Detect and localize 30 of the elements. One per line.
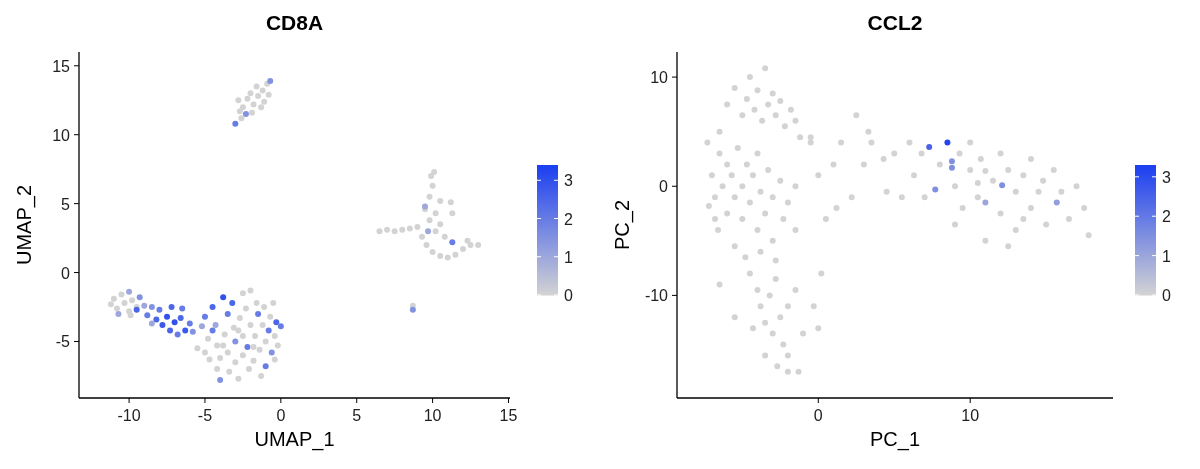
color-bar-label: 3 bbox=[1162, 168, 1171, 186]
x-tick-label: 0 bbox=[813, 407, 823, 424]
x-tick-label: -5 bbox=[197, 407, 213, 424]
y-tick-label: -10 bbox=[644, 287, 669, 305]
x-tick-label: 15 bbox=[499, 407, 518, 424]
y-tick-label: 0 bbox=[659, 178, 669, 196]
y-axis-title: PC_2 bbox=[611, 199, 634, 251]
y-tick-label: 0 bbox=[61, 264, 71, 282]
x-tick-label: 10 bbox=[961, 407, 980, 424]
color-bar-label: 3 bbox=[564, 172, 573, 190]
x-axis-title: PC_1 bbox=[869, 428, 921, 451]
color-bar-label: 1 bbox=[564, 248, 573, 266]
y-tick-label: 10 bbox=[650, 69, 669, 87]
x-axis-title: UMAP_1 bbox=[254, 428, 335, 451]
color-bar-label: 1 bbox=[1162, 247, 1171, 265]
y-tick-label: 5 bbox=[61, 195, 71, 213]
x-tick-label: -10 bbox=[117, 407, 141, 424]
y-tick-label: 15 bbox=[52, 57, 71, 75]
color-bar-label: 2 bbox=[564, 210, 573, 228]
x-tick-label: 5 bbox=[352, 407, 362, 424]
chart-title: CD8A bbox=[265, 11, 324, 34]
color-bar-label: 0 bbox=[564, 287, 573, 304]
color-bar-label: 2 bbox=[1162, 208, 1171, 226]
y-tick-label: -5 bbox=[55, 333, 71, 351]
y-tick-label: 10 bbox=[52, 126, 71, 144]
x-tick-label: 0 bbox=[276, 407, 286, 424]
x-tick-label: 10 bbox=[423, 407, 442, 424]
chart-title: CCL2 bbox=[867, 11, 923, 34]
color-bar-label: 0 bbox=[1162, 287, 1171, 304]
y-axis-title: UMAP_2 bbox=[13, 184, 36, 266]
